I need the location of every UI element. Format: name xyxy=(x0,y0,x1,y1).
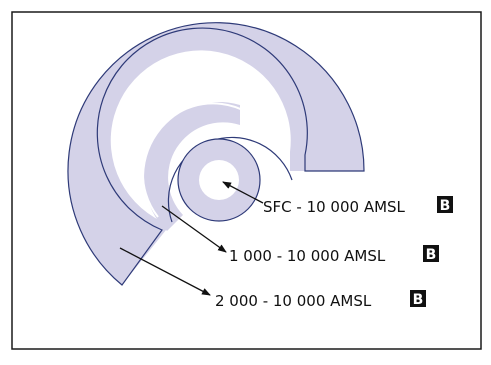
inner-zone-label: SFC - 10 000 AMSL xyxy=(263,198,406,216)
middle-zone-highlight xyxy=(141,102,269,218)
middle-zone-badge-letter: B xyxy=(426,247,437,263)
inner-label-arrow xyxy=(222,181,264,204)
middle-zone-badge xyxy=(423,245,439,262)
outer-zone-badge xyxy=(410,290,426,307)
outer-zone-outline xyxy=(67,22,365,286)
middle-zone-label: 1 000 - 10 000 AMSL xyxy=(229,247,386,265)
outer-label-arrow xyxy=(119,247,211,296)
outer-zone-badge-letter: B xyxy=(413,292,424,308)
inner-zone-badge-letter: B xyxy=(440,198,451,214)
outer-zone-label: 2 000 - 10 000 AMSL xyxy=(215,292,372,310)
inner-zone-ring xyxy=(178,139,260,221)
inner-zone-badge xyxy=(437,196,453,213)
diagram-frame xyxy=(11,11,482,350)
middle-label-arrow xyxy=(161,205,227,253)
inner-zone-outline xyxy=(177,138,261,222)
